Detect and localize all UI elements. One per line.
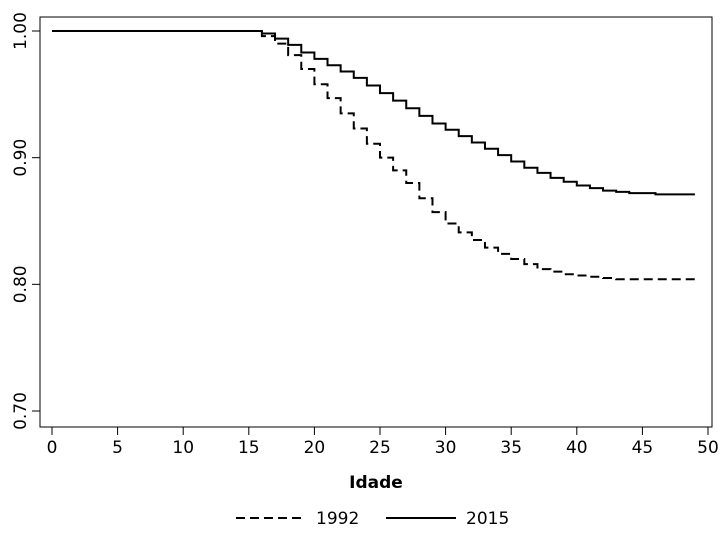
x-tick-label: 45 — [632, 438, 654, 458]
y-axis: 0.70 0.80 0.90 1.00 — [11, 12, 40, 430]
x-tick-label: 25 — [369, 438, 391, 458]
y-tick-label: 0.80 — [11, 265, 31, 303]
y-tick-label: 1.00 — [11, 12, 31, 50]
y-tick-label: 0.90 — [11, 139, 31, 177]
x-tick-label: 20 — [304, 438, 326, 458]
x-axis: 0 5 10 15 20 25 30 35 40 45 50 — [47, 427, 719, 458]
series-line-2015 — [52, 30, 695, 196]
x-tick-label: 5 — [112, 438, 123, 458]
series-line-1992 — [52, 30, 695, 281]
legend-label-1992: 1992 — [316, 509, 359, 529]
x-tick-label: 10 — [172, 438, 194, 458]
legend: 1992 2015 — [236, 509, 509, 529]
x-axis-title: Idade — [349, 473, 403, 493]
x-tick-label: 40 — [566, 438, 588, 458]
x-tick-label: 50 — [697, 438, 719, 458]
x-tick-label: 35 — [500, 438, 522, 458]
plot-frame — [39, 16, 713, 428]
legend-label-2015: 2015 — [466, 509, 509, 529]
x-tick-label: 0 — [47, 438, 58, 458]
y-tick-label: 0.70 — [11, 392, 31, 430]
x-tick-label: 30 — [435, 438, 457, 458]
x-tick-label: 15 — [238, 438, 260, 458]
series-layer — [52, 30, 695, 281]
